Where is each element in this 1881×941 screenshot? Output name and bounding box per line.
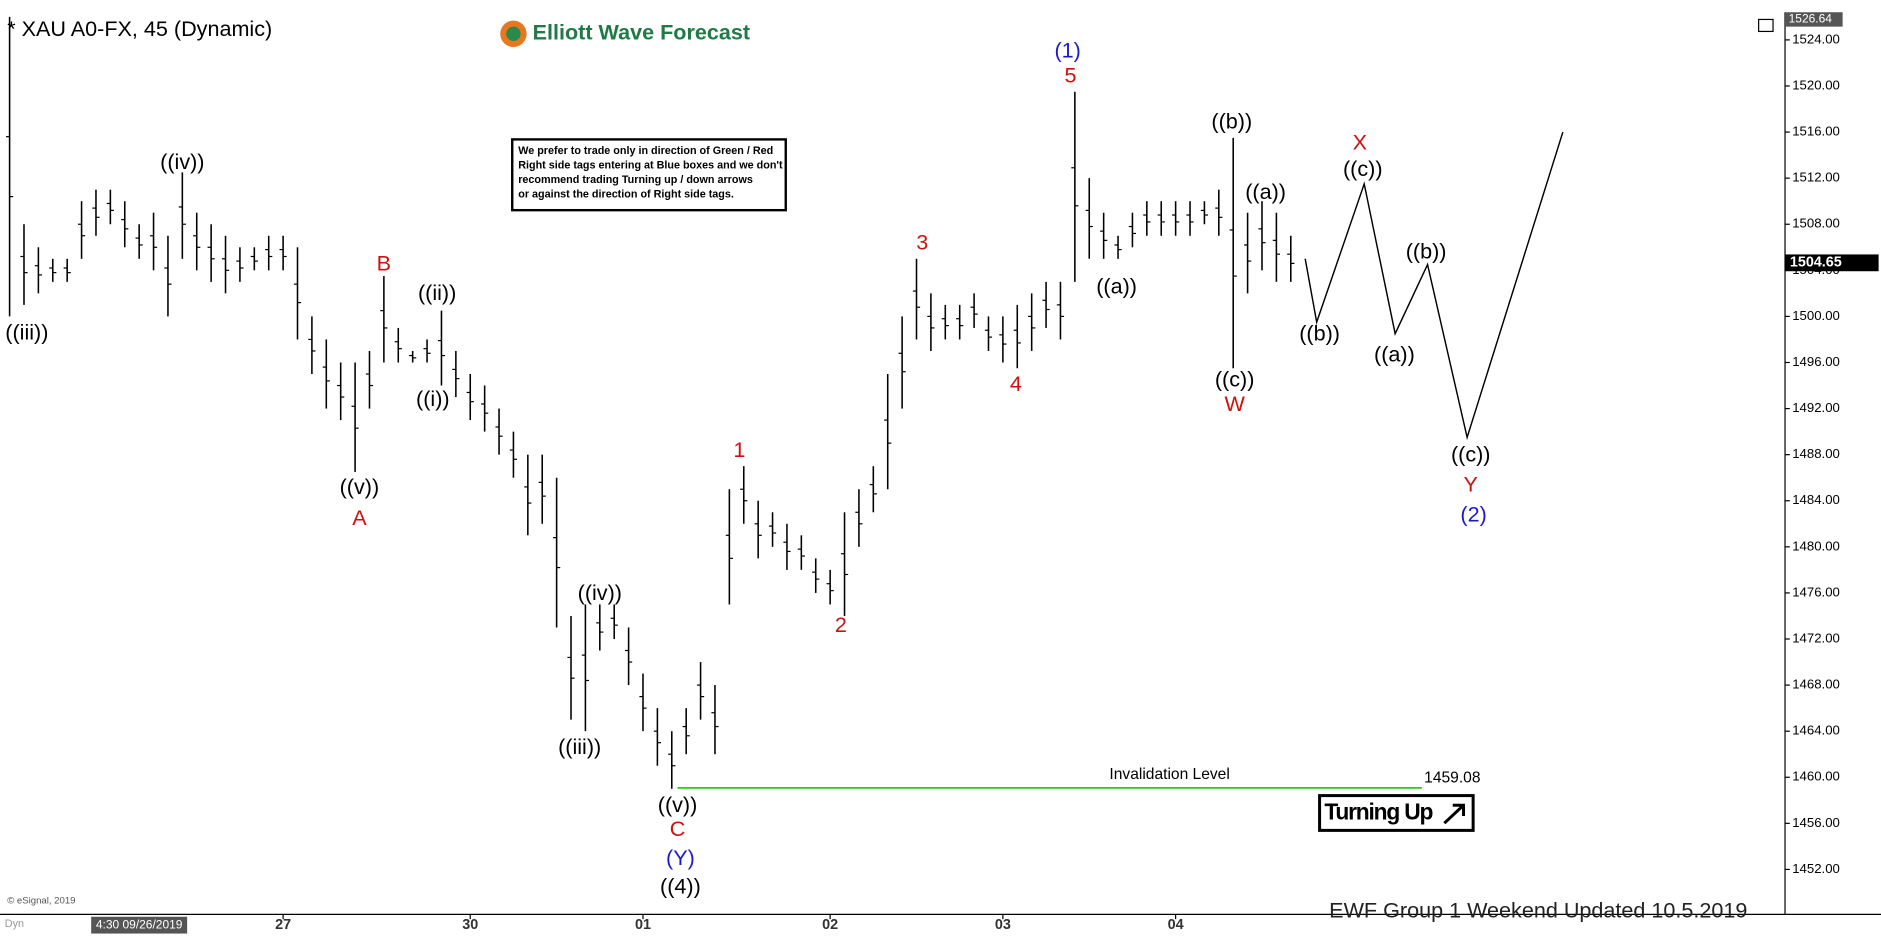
wave-label: Y — [1464, 471, 1478, 496]
note-line: recommend trading Turning up / down arro… — [518, 174, 753, 186]
wave-label: ((c)) — [1451, 442, 1491, 467]
wave-label: ((a)) — [1374, 341, 1415, 366]
note-box: We prefer to trade only in direction of … — [511, 138, 787, 212]
y-tick-label: 1464.00 — [1792, 723, 1840, 738]
x-tick-label: 27 — [275, 917, 291, 933]
last-price-label: 1504.65 — [1790, 255, 1842, 271]
wave-label: ((iii)) — [558, 734, 601, 759]
y-tick-label: 1452.00 — [1792, 861, 1840, 876]
note-line: We prefer to trade only in direction of … — [518, 145, 773, 157]
wave-label: ((c)) — [1343, 156, 1383, 181]
y-tick-label: 1476.00 — [1792, 584, 1840, 599]
top-price-box — [1785, 12, 1843, 27]
wave-label: X — [1353, 129, 1367, 154]
y-tick-label: 1488.00 — [1792, 446, 1840, 461]
wave-label: A — [352, 505, 367, 530]
x-label-box — [91, 916, 188, 934]
wave-label: 4 — [1010, 371, 1022, 396]
footer: EWF Group 1 Weekend Updated 10.5.2019 — [1329, 898, 1747, 923]
wave-label: ((b)) — [1211, 109, 1252, 134]
wave-label: W — [1224, 391, 1245, 416]
wave-label: C — [670, 816, 686, 841]
wave-label: ((c)) — [1215, 367, 1255, 392]
wave-label: (2) — [1460, 501, 1486, 526]
wave-label: ((4)) — [660, 874, 701, 899]
x-tick-label: 04 — [1168, 917, 1184, 933]
note-line: Right side tags entering at Blue boxes a… — [518, 160, 783, 172]
x-tick-label: 4:30 09/26/2019 — [96, 917, 183, 931]
wave-label: 2 — [835, 612, 847, 637]
signal-box: Turning Up — [1318, 794, 1475, 832]
y-tick-label: 1516.00 — [1792, 124, 1840, 139]
logo-text: Elliott Wave Forecast — [533, 20, 750, 45]
wave-label: ((iv)) — [160, 149, 204, 174]
signal-text: Turning Up — [1324, 799, 1432, 825]
y-tick-label: 1468.00 — [1792, 677, 1840, 692]
wave-label: (1) — [1054, 38, 1080, 63]
signal-arrow — [1443, 803, 1466, 825]
y-tick-label: 1500.00 — [1792, 308, 1840, 323]
y-tick-label: 1472.00 — [1792, 630, 1840, 645]
y-tick-label: 1512.00 — [1792, 170, 1840, 185]
wave-label: ((v)) — [340, 474, 380, 499]
wave-label: ((v)) — [658, 792, 698, 817]
wave-label: ((a)) — [1245, 179, 1286, 204]
logo-icon — [506, 26, 521, 42]
x-tick-label: 03 — [995, 917, 1011, 933]
wave-label: 3 — [916, 230, 928, 255]
window-icon — [1758, 18, 1774, 33]
wave-label: B — [377, 250, 391, 275]
signal-frame — [1318, 794, 1475, 832]
y-tick-label: 1456.00 — [1792, 815, 1840, 830]
copyright: © eSignal, 2019 — [7, 896, 75, 907]
x-tick-label: 30 — [462, 917, 478, 933]
wave-label: ((b)) — [1299, 321, 1340, 346]
wave-label: (Y) — [666, 845, 695, 870]
y-tick-label: 1480.00 — [1792, 538, 1840, 553]
y-tick-label: 1460.00 — [1792, 769, 1840, 784]
y-tick-label: 1520.00 — [1792, 77, 1840, 92]
wave-label: 1 — [733, 437, 745, 462]
y-tick-label: 1524.00 — [1792, 31, 1840, 46]
wave-label: ((iv)) — [578, 580, 622, 605]
wave-label: ((ii)) — [418, 280, 456, 305]
y-tick-label: 1484.00 — [1792, 492, 1840, 507]
y-tick-label: 1496.00 — [1792, 354, 1840, 369]
mode-label: Dyn — [5, 918, 24, 930]
invalidation-value: 1459.08 — [1424, 769, 1480, 786]
wave-label: ((i)) — [416, 386, 450, 411]
y-tick-label: 1508.00 — [1792, 216, 1840, 231]
note-frame — [511, 138, 787, 212]
chart-title: * XAU A0-FX, 45 (Dynamic) — [7, 16, 272, 41]
projection-line — [1304, 131, 1564, 441]
logo: Elliott Wave Forecast — [500, 20, 750, 48]
wave-label: 5 — [1065, 62, 1077, 87]
x-tick-label: 02 — [822, 917, 838, 933]
y-tick-label: 1492.00 — [1792, 400, 1840, 415]
note-line: or against the direction of Right side t… — [518, 188, 734, 200]
top-price-label: 1526.64 — [1789, 12, 1833, 26]
invalidation-label: Invalidation Level — [1109, 766, 1229, 783]
last-price-box — [1785, 254, 1879, 272]
wave-label: ((iii)) — [5, 319, 48, 344]
wave-label: ((a)) — [1096, 273, 1137, 298]
wave-label: ((b)) — [1406, 239, 1447, 264]
x-tick-label: 01 — [635, 917, 651, 933]
